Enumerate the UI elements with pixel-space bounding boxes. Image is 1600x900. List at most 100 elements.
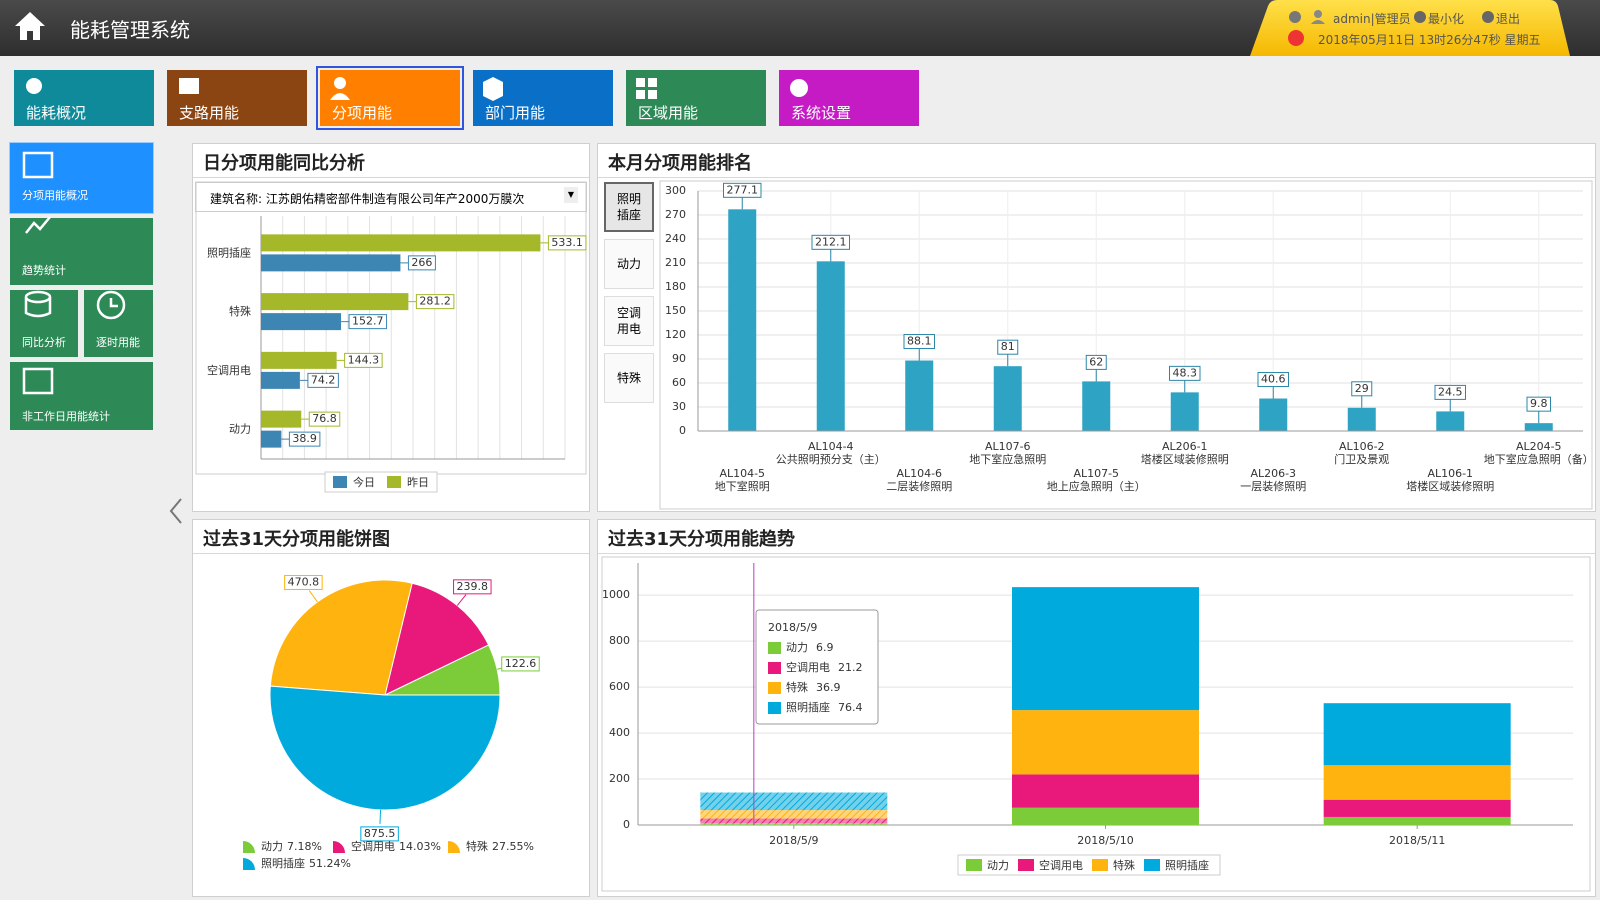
value-label-box bbox=[407, 255, 436, 271]
legend-percent: 27.55% bbox=[492, 840, 534, 853]
panel-title: 过去31天分项用能趋势 bbox=[598, 520, 1595, 554]
value-label: 88.1 bbox=[907, 335, 932, 348]
side-tile[interactable]: 趋势统计 bbox=[10, 218, 153, 285]
bar-segment bbox=[1012, 710, 1199, 775]
x-tick-label: 2018/5/11 bbox=[1389, 834, 1445, 847]
tooltip-value: 6.9 bbox=[816, 641, 834, 654]
value-label-box bbox=[453, 579, 492, 595]
x-tick-label: AL107-6 bbox=[985, 440, 1031, 453]
panel-title: 日分项用能同比分析 bbox=[193, 144, 589, 178]
legend-swatch bbox=[333, 476, 347, 488]
legend-swatch bbox=[1092, 859, 1108, 871]
panel: 本月分项用能排名 照明插座 动力 空调用电 特殊 0 30 60 90 120 150 180 21… bbox=[597, 143, 1596, 512]
bar bbox=[261, 313, 342, 331]
app-title: 能耗管理系统 bbox=[70, 18, 190, 42]
tooltip-swatch bbox=[768, 642, 781, 654]
value-label-box bbox=[308, 411, 341, 427]
value-label: 29 bbox=[1355, 382, 1369, 395]
category-tab[interactable]: 照明插座 bbox=[604, 182, 654, 232]
minimize-button[interactable]: 最小化 bbox=[1428, 12, 1465, 26]
x-tick-label: AL104-5 bbox=[719, 467, 765, 480]
category-tab[interactable]: 特殊 bbox=[604, 353, 654, 403]
side-tile[interactable]: 逐时用能 bbox=[84, 290, 153, 357]
y-tick-label: 1000 bbox=[602, 588, 630, 601]
bar bbox=[816, 261, 845, 431]
plot-frame bbox=[659, 180, 1593, 510]
value-label-box bbox=[344, 352, 383, 368]
header: 能耗管理系统 admin|管理员 最小化 退出 2018年05月11日 13时2… bbox=[0, 0, 1600, 56]
category-tab[interactable]: 空调用电 bbox=[604, 296, 654, 346]
home-icon[interactable] bbox=[12, 8, 48, 44]
panel: 过去31天分项用能饼图 122.6 239.8 470.8 875.5 动力 7.18% 空… bbox=[192, 519, 590, 897]
bar-segment bbox=[1323, 765, 1511, 800]
tooltip-value: 76.4 bbox=[838, 701, 863, 714]
side-icons bbox=[22, 151, 126, 395]
x-tick-label: 地上应急照明（主） bbox=[1047, 479, 1146, 493]
y-tick-label: 0 bbox=[679, 424, 686, 437]
legend-label: 特殊 bbox=[466, 839, 488, 853]
value-label: 62 bbox=[1089, 355, 1103, 368]
y-tick-label: 400 bbox=[609, 726, 630, 739]
value-label-box bbox=[1526, 396, 1551, 412]
y-tick-label: 0 bbox=[623, 818, 630, 831]
x-tick-label: 二层装修照明 bbox=[886, 479, 952, 493]
filter-value: 江苏朗佑精密部件制造有限公司年产2000万膜次 bbox=[265, 192, 525, 206]
x-tick-label: 地下室应急照明（备） bbox=[1484, 452, 1594, 466]
y-tick-label: 照明插座 bbox=[207, 245, 251, 259]
pie-slice bbox=[269, 685, 501, 811]
panel: 日分项用能同比分析 建筑名称: 江苏朗佑精密部件制造有限公司年产2000万膜次 … bbox=[192, 143, 590, 512]
panel-title: 本月分项用能排名 bbox=[598, 144, 1595, 178]
collapse-arrow[interactable] bbox=[166, 496, 186, 526]
value-label: 40.6 bbox=[1261, 373, 1286, 386]
legend-swatch bbox=[243, 841, 255, 853]
x-tick-label: AL104-4 bbox=[808, 440, 854, 453]
dropdown-arrow[interactable]: ▼ bbox=[564, 187, 578, 203]
bar-segment bbox=[1323, 816, 1511, 825]
chart: 122.6 239.8 470.8 875.5 动力 7.18% 空调用电 14.03% 特殊 2… bbox=[243, 574, 540, 870]
bar-segment bbox=[1012, 807, 1199, 825]
legend-percent: 51.24% bbox=[309, 857, 351, 870]
y-tick-label: 800 bbox=[609, 634, 630, 647]
x-tick-label: AL106-2 bbox=[1339, 440, 1385, 453]
tooltip-name: 动力 bbox=[786, 641, 808, 654]
bar bbox=[1259, 398, 1288, 431]
bar-segment bbox=[1323, 799, 1511, 817]
legend-label: 今日 bbox=[353, 475, 375, 489]
value-label-box bbox=[288, 431, 321, 447]
legend-frame bbox=[324, 471, 438, 493]
y-tick-label: 270 bbox=[665, 208, 686, 221]
legend-label: 空调用电 bbox=[1039, 858, 1083, 872]
panel: 过去31天分项用能趋势 0 200 400 600 800 1000 2018/5/9 201… bbox=[597, 519, 1596, 897]
x-tick-label: AL206-1 bbox=[1162, 440, 1208, 453]
value-label-box bbox=[360, 826, 399, 842]
legend-label: 昨日 bbox=[407, 476, 429, 489]
pie-slice bbox=[384, 582, 490, 696]
value-label-box bbox=[415, 294, 455, 310]
tooltip-swatch bbox=[768, 682, 781, 694]
value-label: 76.8 bbox=[312, 412, 337, 425]
bar bbox=[905, 360, 934, 431]
bar bbox=[1082, 381, 1111, 431]
nav-tile[interactable]: 系统设置 bbox=[779, 70, 919, 126]
value-label: 9.8 bbox=[1530, 397, 1548, 410]
legend-percent: 7.18% bbox=[287, 840, 322, 853]
logout-button[interactable]: 退出 bbox=[1496, 12, 1521, 26]
legend-label: 照明插座 bbox=[261, 856, 305, 870]
side-tile[interactable]: 非工作日用能统计 bbox=[10, 362, 153, 430]
legend-swatch bbox=[1018, 859, 1034, 871]
tooltip-value: 36.9 bbox=[816, 681, 841, 694]
x-tick-label: 公共照明预分支（主） bbox=[776, 453, 886, 466]
y-tick-label: 210 bbox=[665, 256, 686, 269]
tooltip-name: 特殊 bbox=[786, 680, 808, 694]
tooltip-swatch bbox=[768, 702, 781, 714]
bar-segment bbox=[1323, 703, 1511, 766]
value-label: 470.8 bbox=[288, 575, 320, 588]
side-tile[interactable]: 同比分析 bbox=[10, 290, 78, 357]
bar bbox=[1347, 407, 1376, 431]
value-label-box bbox=[284, 574, 323, 590]
category-tab[interactable]: 动力 bbox=[604, 239, 654, 289]
tooltip-value: 21.2 bbox=[838, 661, 863, 674]
tooltip-name: 空调用电 bbox=[786, 660, 830, 674]
panel-title: 过去31天分项用能饼图 bbox=[193, 520, 589, 554]
